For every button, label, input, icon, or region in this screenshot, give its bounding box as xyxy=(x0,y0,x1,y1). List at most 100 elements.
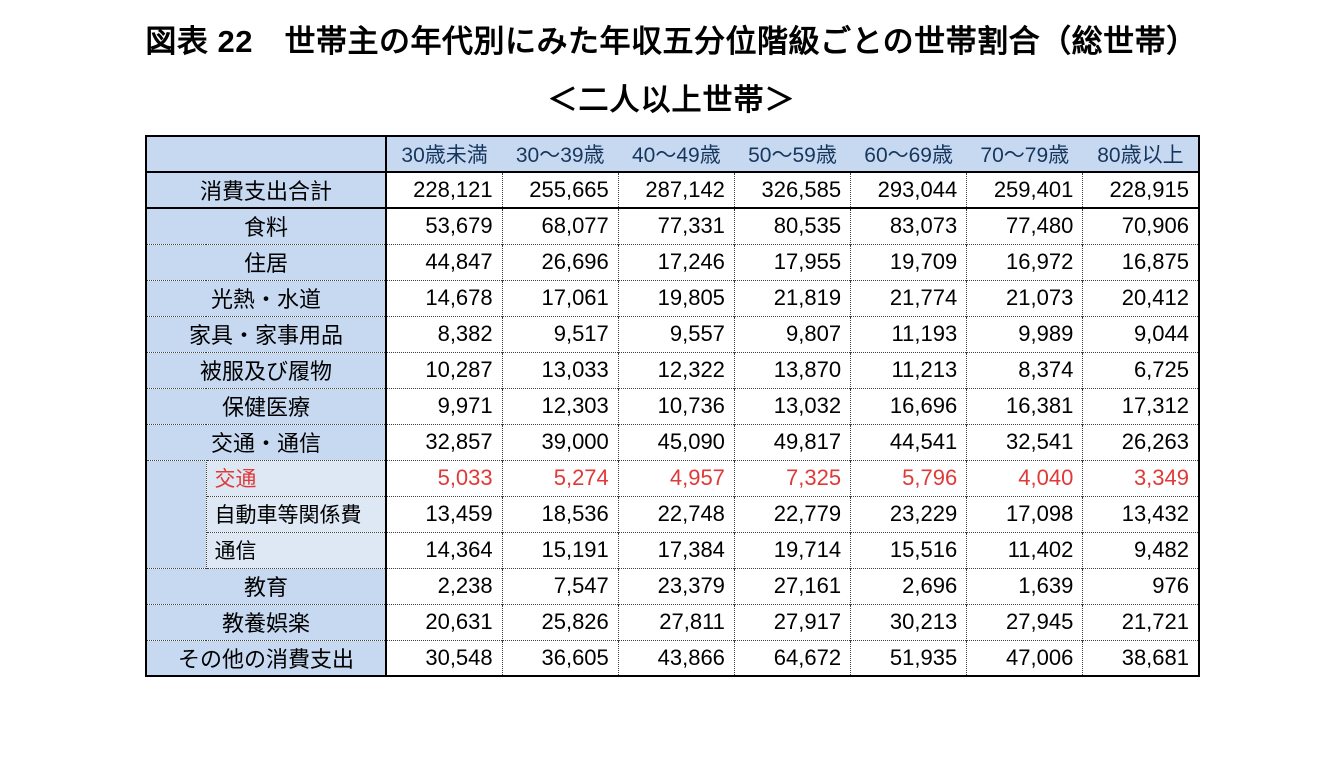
value-cell: 14,364 xyxy=(385,531,503,568)
value-cell: 9,517 xyxy=(501,315,619,352)
value-cell: 49,817 xyxy=(733,423,851,460)
value-cell: 7,547 xyxy=(501,567,619,604)
value-cell: 77,480 xyxy=(966,207,1083,244)
value-cell: 5,796 xyxy=(850,459,967,496)
value-cell: 14,678 xyxy=(385,279,503,316)
value-cell: 30,213 xyxy=(850,603,967,640)
row-label: 光熱・水道 xyxy=(146,279,387,316)
value-cell: 17,312 xyxy=(1082,387,1199,424)
value-cell: 17,384 xyxy=(617,531,735,568)
column-header: 30歳未満 xyxy=(386,136,503,173)
corner-cell xyxy=(146,136,387,173)
value-cell: 259,401 xyxy=(966,171,1083,209)
value-cell: 47,006 xyxy=(966,639,1083,676)
value-cell: 5,274 xyxy=(501,459,619,496)
value-cell: 21,073 xyxy=(966,279,1083,316)
value-cell: 21,819 xyxy=(733,279,851,316)
value-cell: 23,379 xyxy=(617,567,735,604)
value-cell: 36,605 xyxy=(501,639,619,676)
value-cell: 8,382 xyxy=(385,315,503,352)
value-cell: 20,631 xyxy=(385,603,503,640)
value-cell: 228,915 xyxy=(1082,171,1199,209)
row-label: 消費支出合計 xyxy=(146,171,387,209)
header-row: 30歳未満 30～39歳 40～49歳 50～59歳 60～69歳 70～79歳 80歳以上 xyxy=(146,136,1199,173)
value-cell: 228,121 xyxy=(385,171,503,209)
table-row: 被服及び履物 10,287 13,033 12,322 13,870 11,213 8,37… xyxy=(146,351,1199,388)
value-cell: 4,957 xyxy=(617,459,735,496)
value-cell: 27,811 xyxy=(617,603,735,640)
value-cell: 9,044 xyxy=(1082,315,1199,352)
value-cell: 3,349 xyxy=(1082,459,1199,496)
value-cell: 13,870 xyxy=(733,351,851,388)
value-cell: 10,287 xyxy=(385,351,503,388)
column-header: 40～49歳 xyxy=(618,136,735,173)
value-cell: 44,847 xyxy=(385,243,503,280)
expenditure-table: 30歳未満 30～39歳 40～49歳 50～59歳 60～69歳 70～79歳 80歳以上… xyxy=(145,135,1200,677)
row-label: 保健医療 xyxy=(146,387,387,424)
value-cell: 64,672 xyxy=(733,639,851,676)
value-cell: 9,971 xyxy=(385,387,503,424)
value-cell: 255,665 xyxy=(501,171,619,209)
value-cell: 13,033 xyxy=(501,351,619,388)
value-cell: 44,541 xyxy=(850,423,967,460)
value-cell: 45,090 xyxy=(617,423,735,460)
value-cell: 27,945 xyxy=(966,603,1083,640)
value-cell: 20,412 xyxy=(1082,279,1199,316)
value-cell: 51,935 xyxy=(850,639,967,676)
column-header: 60～69歳 xyxy=(850,136,967,173)
figure-subtitle: ＜二人以上世帯＞ xyxy=(547,84,796,117)
value-cell: 16,381 xyxy=(966,387,1083,424)
value-cell: 15,516 xyxy=(850,531,967,568)
value-cell: 22,748 xyxy=(617,495,735,532)
value-cell: 27,917 xyxy=(733,603,851,640)
value-cell: 39,000 xyxy=(501,423,619,460)
table-row: 交通 5,033 5,274 4,957 7,325 5,796 4,040 3,349 xyxy=(146,459,1199,568)
value-cell: 11,193 xyxy=(850,315,967,352)
value-cell: 2,696 xyxy=(850,567,967,604)
value-cell: 53,679 xyxy=(385,207,503,244)
table-body: 消費支出合計 228,121 255,665 287,142 326,585 293,04… xyxy=(146,171,1199,676)
value-cell: 4,040 xyxy=(966,459,1083,496)
row-label: 家具・家事用品 xyxy=(146,315,387,352)
value-cell: 12,322 xyxy=(617,351,735,388)
value-cell: 16,875 xyxy=(1082,243,1199,280)
value-cell: 22,779 xyxy=(733,495,851,532)
row-label: 住居 xyxy=(146,243,387,280)
value-cell: 18,536 xyxy=(501,495,619,532)
value-cell: 38,681 xyxy=(1082,639,1199,676)
row-label: 教養娯楽 xyxy=(146,603,387,640)
value-cell: 30,548 xyxy=(385,639,503,676)
value-cell: 19,805 xyxy=(617,279,735,316)
value-cell: 17,246 xyxy=(617,243,735,280)
row-label: 被服及び履物 xyxy=(146,351,387,388)
value-cell: 12,303 xyxy=(501,387,619,424)
value-cell: 68,077 xyxy=(501,207,619,244)
value-cell: 17,955 xyxy=(733,243,851,280)
value-cell: 8,374 xyxy=(966,351,1083,388)
value-cell: 77,331 xyxy=(617,207,735,244)
value-cell: 26,263 xyxy=(1082,423,1199,460)
value-cell: 19,714 xyxy=(733,531,851,568)
value-cell: 16,972 xyxy=(966,243,1083,280)
column-header: 50～59歳 xyxy=(734,136,851,173)
table-row: 交通・通信 32,857 39,000 45,090 49,817 44,541 32,54… xyxy=(146,423,1199,460)
value-cell: 21,774 xyxy=(850,279,967,316)
sub-row-label: 通信 xyxy=(206,531,387,568)
value-cell: 10,736 xyxy=(617,387,735,424)
row-label: 食料 xyxy=(146,207,387,244)
column-header: 70～79歳 xyxy=(966,136,1083,173)
table-row: その他の消費支出 30,548 36,605 43,866 64,672 51,935 47… xyxy=(146,639,1199,676)
value-cell: 293,044 xyxy=(850,171,967,209)
value-cell: 6,725 xyxy=(1082,351,1199,388)
table-row: 光熱・水道 14,678 17,061 19,805 21,819 21,774 21,07… xyxy=(146,279,1199,316)
column-header: 80歳以上 xyxy=(1082,136,1199,173)
value-cell: 43,866 xyxy=(617,639,735,676)
value-cell: 27,161 xyxy=(733,567,851,604)
value-cell: 80,535 xyxy=(733,207,851,244)
value-cell: 11,402 xyxy=(966,531,1083,568)
value-cell: 19,709 xyxy=(850,243,967,280)
column-header: 30～39歳 xyxy=(502,136,619,173)
value-cell: 15,191 xyxy=(501,531,619,568)
value-cell: 9,557 xyxy=(617,315,735,352)
value-cell: 26,696 xyxy=(501,243,619,280)
